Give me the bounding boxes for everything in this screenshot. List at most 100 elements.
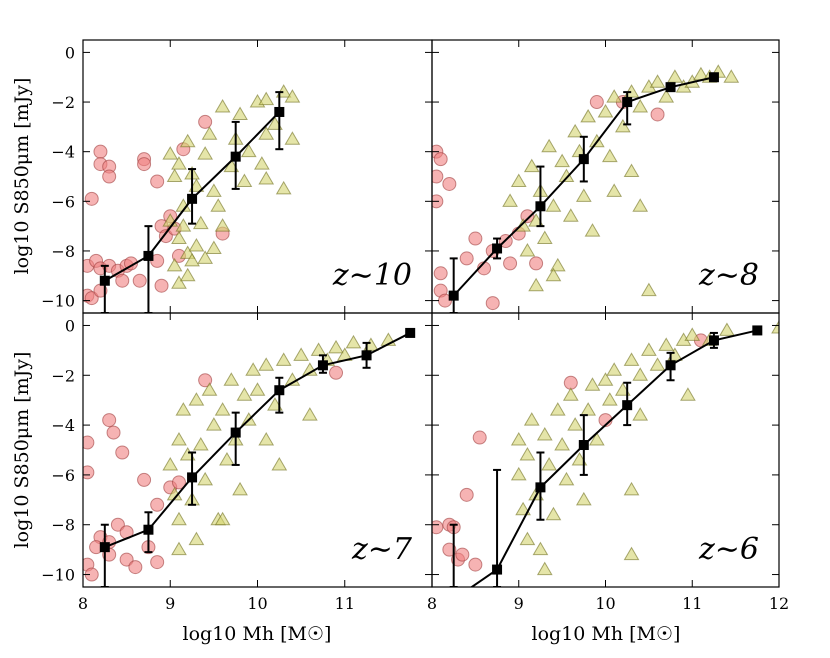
triangle-point [575, 188, 592, 202]
circle-point [589, 95, 604, 110]
circle-point [137, 472, 152, 487]
triangle-point [614, 118, 631, 133]
x-tick-label: 9 [165, 594, 175, 613]
triangle-point [519, 446, 536, 461]
binned-marker [99, 542, 110, 553]
circle-point [433, 152, 448, 167]
triangle-point [232, 106, 248, 120]
triangle-point [541, 138, 557, 153]
binned-marker [578, 440, 589, 451]
triangle-point [567, 417, 584, 431]
triangle-point [184, 252, 200, 267]
circle-point [442, 542, 457, 557]
binned-marker [492, 564, 503, 575]
triangle-point [192, 437, 209, 451]
circle-point [503, 256, 518, 271]
circle-point [150, 174, 165, 189]
triangle-point [649, 74, 666, 88]
circle-point [432, 169, 444, 184]
triangle-point [236, 387, 253, 401]
triangle-point [258, 126, 275, 140]
triangle-point [632, 99, 649, 113]
y-tick-label: 0 [65, 316, 75, 335]
triangle-point [166, 257, 183, 272]
x-tick-label: 10 [595, 594, 615, 613]
binned-marker [578, 154, 589, 165]
triangle-point [166, 168, 183, 182]
circle-point [198, 373, 213, 388]
circle-point [472, 430, 487, 445]
triangle-point [632, 198, 649, 212]
circle-point [650, 107, 665, 122]
triangle-point [549, 402, 566, 416]
triangle-point [528, 277, 544, 292]
triangle-point [623, 352, 640, 366]
binned-marker [317, 360, 328, 371]
circle-point [485, 296, 500, 311]
panel-1: z∼8 [431, 39, 780, 314]
triangle-point [171, 230, 187, 245]
triangle-point [284, 131, 301, 145]
binned-marker [187, 472, 198, 483]
x-axis-label-left: log10 Mh [M☉] [183, 623, 332, 645]
circle-point [198, 114, 213, 129]
triangle-point [201, 126, 218, 140]
circle-point [106, 425, 121, 440]
binned-marker [143, 524, 154, 535]
circle-point [83, 435, 95, 450]
triangle-point [197, 146, 214, 160]
circle-point [115, 273, 130, 288]
circle-point [84, 191, 99, 206]
triangle-point [171, 432, 187, 446]
panel-3: 8 9 10 11 12 z∼6 [427, 312, 789, 613]
circle-point [115, 445, 130, 460]
triangle-point [519, 242, 536, 257]
binned-marker [708, 335, 719, 346]
triangle-point [606, 183, 623, 197]
circle-point [93, 144, 108, 159]
triangle-point [345, 334, 362, 349]
triangle-point [201, 382, 218, 396]
y-tick-label: −2 [51, 93, 75, 112]
binned-marker [230, 151, 241, 162]
triangle-point [240, 143, 257, 158]
y-tick-label: −4 [51, 143, 75, 162]
triangle-point [210, 198, 227, 212]
circle-point [83, 465, 95, 480]
triangle-point [171, 156, 187, 170]
circle-point [468, 557, 483, 572]
triangle-point [171, 275, 187, 289]
triangle-point [536, 561, 553, 576]
triangle-point [554, 437, 570, 451]
y-tick-label: −6 [51, 466, 75, 485]
triangle-point [510, 466, 527, 481]
triangle-point [623, 163, 640, 178]
binned-line [469, 329, 758, 587]
circle-point [459, 251, 474, 266]
triangle-point [214, 402, 231, 416]
triangle-point [558, 471, 575, 486]
triangle-point [575, 491, 592, 506]
binned-marker [622, 400, 633, 411]
triangle-point [301, 407, 318, 421]
circle-point [150, 497, 165, 512]
triangle-point [206, 240, 222, 254]
triangle-point [597, 372, 614, 386]
triangle-point [723, 69, 740, 83]
triangle-point [253, 156, 270, 170]
triangle-point [562, 208, 579, 222]
circle-point [171, 475, 186, 490]
circle-point [529, 256, 544, 271]
triangle-point [601, 392, 618, 406]
triangle-point [502, 193, 518, 207]
panel-2: 0 −2 −4 −6 −8 −108 9 10 11 z∼7 [41, 312, 433, 613]
circle-point [455, 547, 470, 562]
triangle-point [206, 183, 222, 197]
panel-label: z∼10 [332, 258, 412, 293]
binned-marker [622, 97, 633, 108]
triangle-point [275, 352, 292, 366]
binned-marker [274, 385, 285, 396]
panel-label: z∼6 [698, 532, 759, 567]
triangle-point [545, 198, 562, 212]
